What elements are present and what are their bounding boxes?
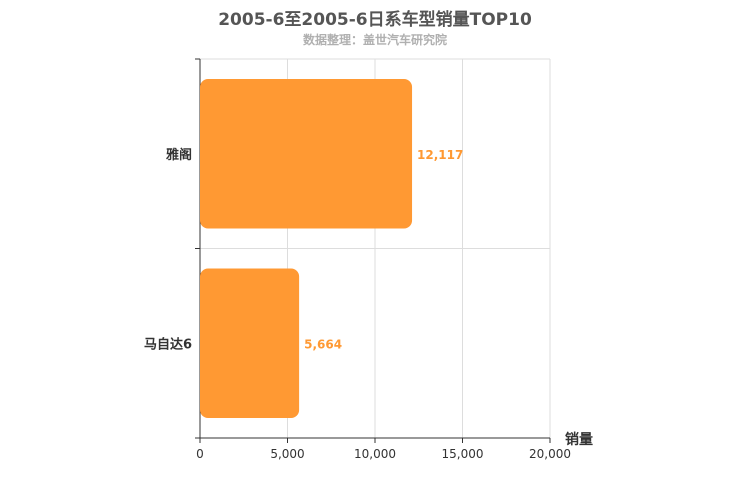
chart-subtitle: 数据整理：盖世汽车研究院 bbox=[302, 33, 447, 47]
x-tick-label: 15,000 bbox=[442, 447, 484, 461]
x-axis-title: 销量 bbox=[565, 431, 593, 448]
x-tick-label: 5,000 bbox=[270, 447, 304, 461]
x-tick-label: 20,000 bbox=[529, 447, 571, 461]
category-label: 马自达6 bbox=[144, 336, 192, 352]
x-tick-label: 10,000 bbox=[354, 447, 396, 461]
data-label: 5,664 bbox=[304, 337, 342, 351]
bar bbox=[200, 79, 413, 229]
x-tick-label: 0 bbox=[196, 447, 204, 461]
bar bbox=[200, 268, 300, 418]
category-label: 雅阁 bbox=[166, 147, 192, 163]
chart-title: 2005-6至2005-6日系车型销量TOP10 bbox=[218, 10, 532, 30]
data-label: 12,117 bbox=[417, 148, 463, 162]
